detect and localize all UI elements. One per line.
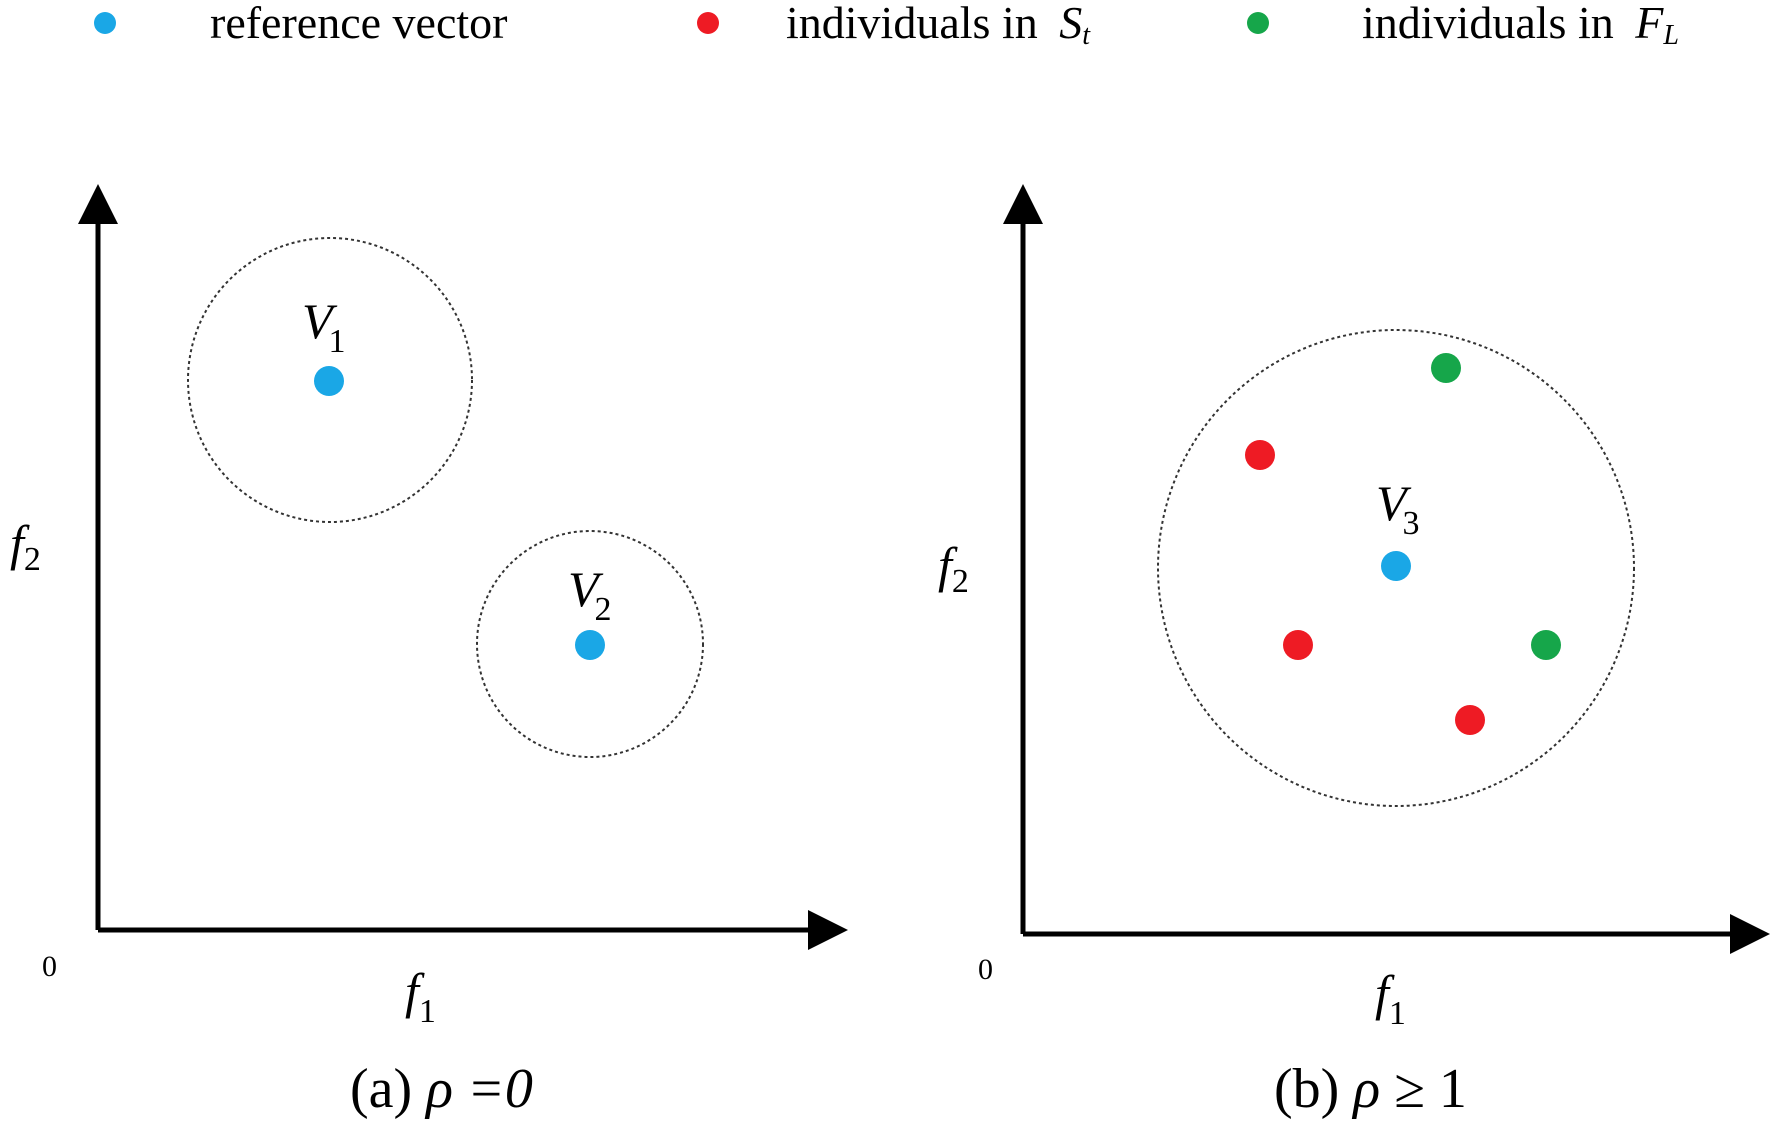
panel-b: 0 f2 f1 V3 (b) ρ ≥ 1 bbox=[938, 184, 1770, 1120]
legend-individuals-FL-marker bbox=[1247, 12, 1269, 34]
panel-b-caption: (b) ρ ≥ 1 bbox=[1274, 1058, 1467, 1120]
panel-b-v3-label: V3 bbox=[1376, 475, 1420, 542]
panel-a-v2-neighborhood-circle bbox=[476, 530, 704, 758]
panel-b-v3-neighborhood-circle bbox=[1157, 329, 1635, 807]
panel-b-v3-reference-vector bbox=[1381, 551, 1411, 581]
panel-a-v1-reference-vector bbox=[314, 366, 344, 396]
panel-a-v1-label: V1 bbox=[302, 293, 346, 360]
panel-b-x-axis-label: f1 bbox=[1375, 965, 1406, 1032]
legend-reference-vector-label: reference vector bbox=[210, 0, 507, 48]
panel-b-individual-FL-1 bbox=[1431, 353, 1461, 383]
panel-b-origin-label: 0 bbox=[978, 953, 993, 986]
panel-b-individual-St-3 bbox=[1455, 705, 1485, 735]
legend-individuals-St-label: individuals in St bbox=[786, 0, 1091, 51]
panel-b-individual-St-1 bbox=[1245, 440, 1275, 470]
panel-b-individual-FL-2 bbox=[1531, 630, 1561, 660]
panel-a-origin-label: 0 bbox=[42, 950, 57, 983]
panel-a-caption: (a) ρ =0 bbox=[350, 1058, 533, 1120]
panel-a-v2-reference-vector bbox=[575, 630, 605, 660]
legend-reference-vector-marker bbox=[94, 12, 116, 34]
panel-a-v2-label: V2 bbox=[568, 561, 612, 628]
panel-a-v1-neighborhood-circle bbox=[187, 237, 473, 523]
panel-a-x-axis-label: f1 bbox=[405, 963, 436, 1030]
legend: reference vector individuals in St indiv… bbox=[94, 0, 1679, 51]
panel-b-individual-St-2 bbox=[1283, 630, 1313, 660]
legend-individuals-St-marker bbox=[697, 12, 719, 34]
legend-individuals-FL-label: individuals in FL bbox=[1362, 0, 1679, 51]
panel-b-y-axis-label: f2 bbox=[938, 537, 969, 600]
panel-a-y-axis-label: f2 bbox=[10, 515, 41, 578]
panel-a: 0 f2 f1 V1 V2 (a) ρ =0 bbox=[10, 184, 848, 1120]
